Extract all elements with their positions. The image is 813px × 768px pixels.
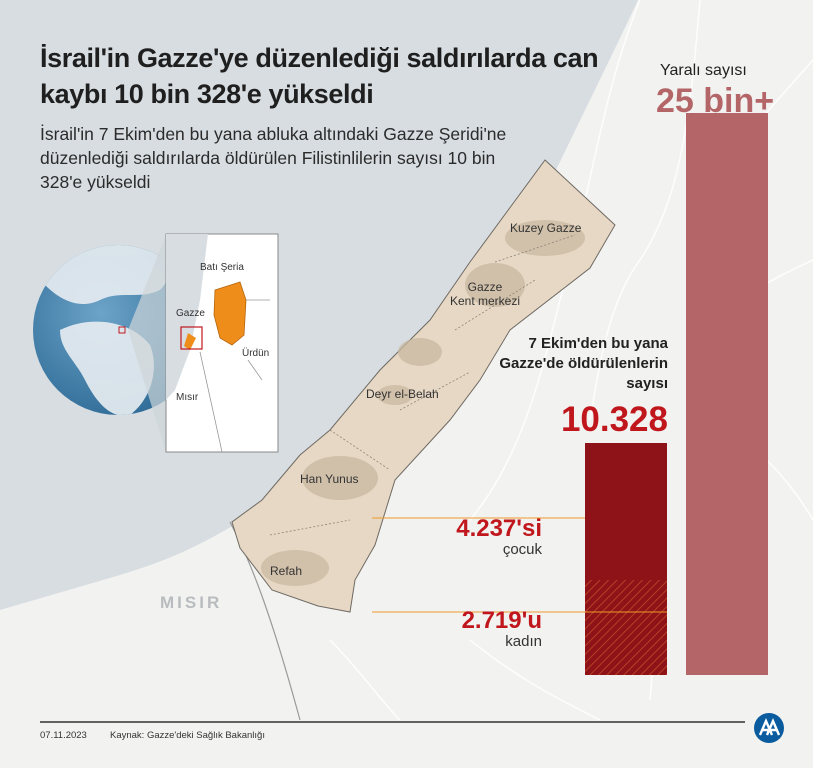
children-label: çocuk [502, 541, 542, 558]
sea [0, 0, 638, 610]
injured-label: Yaralı sayısı [660, 62, 747, 79]
killed-label: 7 Ekim'den bu yana Gazze'de öldürülenler… [499, 335, 668, 392]
label-rafah: Refah [270, 564, 303, 578]
inset-label-gaza: Gazze [176, 308, 205, 319]
label-egypt: MISIR [160, 593, 223, 612]
subheadline: İsrail'in 7 Ekim'den bu yana abluka altı… [40, 124, 507, 192]
label-gaza-city: Gazze Kent merkezi [449, 280, 521, 308]
inset-label-egypt: Mısır [176, 392, 199, 403]
injured-value: 25 bin+ [656, 82, 775, 120]
women-bar [585, 614, 667, 675]
injured-bar [686, 113, 768, 675]
globe-marker [118, 326, 126, 334]
women-label: kadın [505, 633, 542, 650]
footer-source: Kaynak: Gazze'deki Sağlık Bakanlığı [110, 730, 265, 741]
inset-label-jordan: Ürdün [242, 348, 270, 359]
guide-lines [372, 517, 585, 613]
label-deir-al-balah: Deyr el-Belah [366, 387, 439, 401]
headline: İsrail'in Gazze'ye düzenlediği saldırıla… [40, 43, 599, 109]
inset-label-west-bank: Batı Şeria [200, 262, 244, 273]
killed-value: 10.328 [560, 400, 668, 439]
district-borders [269, 234, 576, 536]
women-value: 2.719'u [461, 607, 542, 634]
aa-logo: AA [753, 712, 785, 744]
label-khan-yunis: Han Yunus [300, 472, 359, 486]
footer-date: 07.11.2023 [40, 730, 87, 741]
children-value: 4.237'si [456, 515, 542, 542]
label-north-gaza: Kuzey Gazze [510, 221, 582, 235]
urban-areas [261, 220, 585, 586]
